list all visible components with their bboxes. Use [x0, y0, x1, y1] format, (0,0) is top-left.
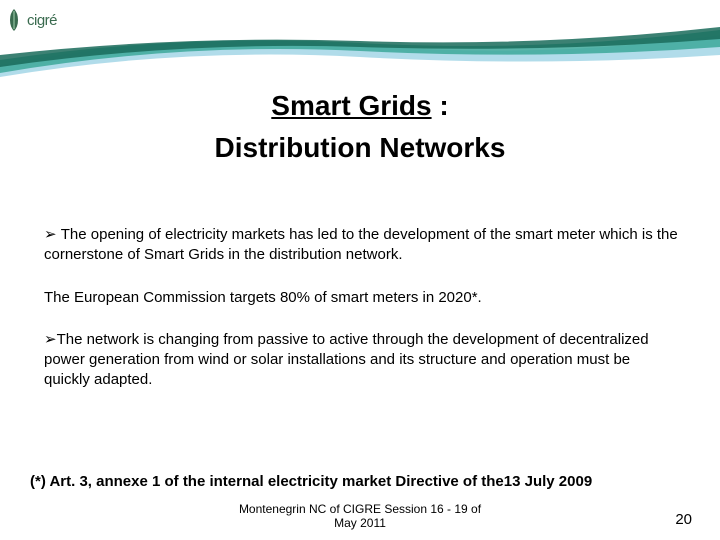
footer-line: May 2011 — [0, 516, 720, 530]
logo-mark-icon — [4, 7, 24, 33]
chevron-right-icon: ➢ — [44, 331, 57, 348]
bullet-item: ➢ The opening of electricity markets has… — [44, 225, 680, 266]
bullet-text: The opening of electricity markets has l… — [44, 226, 678, 263]
logo-text: cigré — [27, 12, 57, 29]
slide: cigré Smart Grids : Distribution Network… — [0, 0, 720, 540]
footnote: (*) Art. 3, annexe 1 of the internal ele… — [30, 473, 690, 490]
slide-title: Smart Grids : — [0, 90, 720, 122]
page-number: 20 — [675, 511, 692, 528]
chevron-right-icon: ➢ — [44, 226, 61, 243]
body-content: ➢ The opening of electricity markets has… — [44, 225, 680, 413]
bullet-text: The European Commission targets 80% of s… — [44, 289, 482, 306]
footer: Montenegrin NC of CIGRE Session 16 - 19 … — [0, 502, 720, 530]
title-block: Smart Grids : Distribution Networks — [0, 90, 720, 164]
bullet-text: The network is changing from passive to … — [44, 331, 649, 389]
logo: cigré — [4, 4, 76, 36]
title-suffix: : — [432, 90, 449, 121]
bullet-item: The European Commission targets 80% of s… — [44, 288, 680, 308]
footer-line: Montenegrin NC of CIGRE Session 16 - 19 … — [0, 502, 720, 516]
decorative-swoosh-icon — [0, 25, 720, 80]
bullet-item: ➢The network is changing from passive to… — [44, 330, 680, 391]
slide-subtitle: Distribution Networks — [0, 132, 720, 164]
title-underlined: Smart Grids — [271, 90, 431, 121]
